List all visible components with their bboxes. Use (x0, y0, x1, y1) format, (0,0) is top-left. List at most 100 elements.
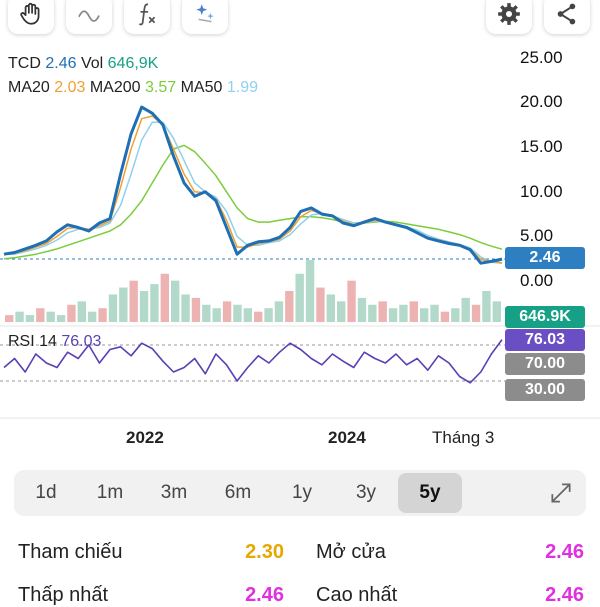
volume-bar (98, 308, 107, 322)
volume-bar (264, 308, 273, 322)
y-tick-label: 5.00 (520, 226, 554, 245)
volume-bar (150, 284, 159, 322)
volume-bar (471, 304, 481, 322)
volume-bar (233, 304, 242, 322)
open-price-value: 2.46 (545, 541, 584, 563)
volume-bar (212, 308, 221, 322)
ma50-label: MA50 (180, 79, 223, 96)
rsi-level-tag: 70.00 (505, 353, 585, 375)
period-6m[interactable]: 6m (224, 482, 252, 503)
ai-button[interactable] (182, 0, 228, 34)
volume-bar (378, 301, 387, 322)
volume-bar (461, 297, 470, 322)
hand-tool-button[interactable] (8, 0, 54, 34)
series-line-ma200 (3, 144, 503, 260)
low-price-value: 2.46 (245, 584, 284, 606)
volume-bar (181, 294, 190, 322)
volume-bar (440, 311, 450, 322)
hand-icon (20, 2, 40, 25)
rsi-value: 76.03 (61, 333, 102, 350)
volume-bar (420, 308, 429, 322)
indicator-button[interactable] (124, 0, 170, 34)
ref-price-value: 2.30 (245, 541, 284, 563)
volume-bar (243, 308, 252, 322)
price-value: 2.46 (45, 55, 77, 72)
volume-bar (191, 297, 201, 322)
volume-bar (222, 301, 232, 322)
wave-icon (78, 10, 100, 22)
volume-bar (129, 280, 138, 322)
rsi-value-tag: 76.03 (505, 329, 585, 351)
open-price-label: Mở cửa (316, 541, 386, 563)
vol-label: Vol (80, 55, 104, 72)
y-tick-label: 0.00 (520, 271, 554, 290)
volume-bar (108, 294, 118, 322)
period-5y[interactable]: 5y (398, 473, 462, 513)
ma20-value: 2.03 (54, 79, 86, 96)
x-tick-label: 2024 (328, 428, 366, 447)
y-tick-label: 20.00 (520, 92, 563, 111)
volume-bar (36, 308, 45, 322)
expand-icon[interactable] (548, 480, 574, 506)
price-tag: 2.46 (505, 247, 585, 269)
ma50-value: 1.99 (226, 79, 258, 96)
volume-bar (46, 311, 55, 322)
chart-legend: TCD 2.46 Vol 646,9K MA20 2.03 MA200 3.57… (8, 52, 258, 100)
volume-bar (357, 297, 367, 322)
draw-line-button[interactable] (66, 0, 112, 34)
settings-button[interactable] (486, 0, 532, 34)
volume-bar (368, 304, 377, 322)
period-selector: 1d 1m 3m 6m 1y 3y 5y (14, 470, 586, 516)
volume-bar (285, 291, 294, 322)
high-price-label: Cao nhất (316, 584, 398, 606)
volume-bar (482, 291, 491, 322)
volume-bar (171, 280, 180, 322)
volume-bar (119, 287, 128, 322)
volume-bar (326, 294, 335, 322)
volume-bar (88, 311, 97, 322)
volume-bar (160, 273, 169, 322)
volume-bar (56, 315, 66, 322)
volume-bar (77, 301, 86, 322)
symbol-label: TCD (8, 55, 41, 72)
volume-bar (347, 280, 356, 322)
volume-tag: 646.9K (505, 306, 585, 328)
volume-bar (254, 311, 263, 322)
share-button[interactable] (544, 0, 590, 34)
volume-bar (430, 304, 439, 322)
rsi-legend: RSI 14 76.03 (8, 333, 101, 351)
period-1y[interactable]: 1y (291, 482, 313, 503)
volume-bar (295, 273, 304, 322)
high-price-value: 2.46 (545, 584, 584, 606)
volume-bar (451, 308, 460, 322)
y-tick-label: 10.00 (520, 182, 563, 201)
y-tick-label: 15.00 (520, 137, 563, 156)
sparkle-icon (196, 4, 214, 23)
volume-bar (5, 315, 14, 322)
volume-bar (337, 301, 346, 322)
period-1d[interactable]: 1d (35, 482, 57, 503)
price-chart[interactable] (0, 44, 600, 454)
x-tick-label: 2022 (126, 428, 164, 447)
ma200-value: 3.57 (145, 79, 177, 96)
share-icon (557, 3, 576, 25)
volume-bar (399, 304, 408, 322)
y-tick-label: 25.00 (520, 48, 563, 67)
rsi-line (3, 339, 503, 384)
series-line-tcd (3, 105, 503, 265)
volume-bar (305, 260, 315, 322)
volume-bar (139, 291, 149, 322)
volume-bar (67, 304, 76, 322)
volume-bar (492, 301, 501, 322)
period-3y[interactable]: 3y (355, 482, 377, 503)
period-3m[interactable]: 3m (160, 482, 188, 503)
period-1m[interactable]: 1m (96, 482, 124, 503)
low-price-label: Thấp nhất (18, 584, 109, 606)
ma200-label: MA200 (89, 79, 141, 96)
gear-icon (498, 3, 520, 25)
volume-bar (388, 308, 398, 322)
rsi-level-tag: 30.00 (505, 379, 585, 401)
ma20-label: MA20 (8, 79, 50, 96)
x-tick-label: Tháng 3 (432, 428, 495, 447)
rsi-label: RSI 14 (8, 333, 57, 350)
